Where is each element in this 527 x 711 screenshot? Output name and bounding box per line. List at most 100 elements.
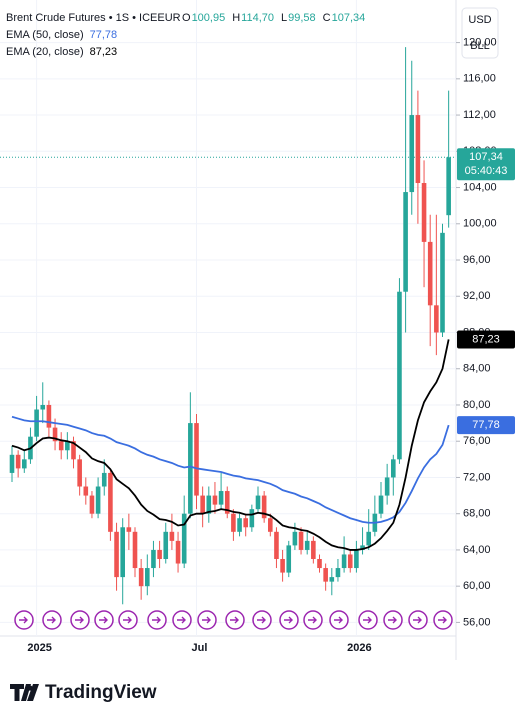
ohlc-key: O (182, 12, 191, 24)
event-icon-arrow (75, 616, 84, 624)
ohlc-value: 107,34 (332, 12, 366, 24)
event-icon-arrow (388, 616, 397, 624)
candle-body (360, 545, 365, 550)
event-icon-arrow (123, 616, 132, 624)
y-tick-label: 64,00 (463, 544, 491, 556)
candles (9, 47, 451, 605)
candle-body (341, 554, 347, 569)
event-icon-arrow (363, 616, 372, 624)
candle-body (409, 115, 415, 193)
candle-body (200, 495, 205, 514)
candle-body (292, 531, 298, 546)
y-tick-label: 100,00 (463, 218, 497, 230)
unit-box[interactable] (461, 7, 499, 59)
chart-title: Brent Crude Futures • 1S • ICEEUR (6, 12, 181, 24)
candle-body (261, 495, 267, 519)
ohlc-value: 100,95 (192, 12, 226, 24)
event-icon-arrow (152, 616, 161, 624)
candle-body (145, 568, 150, 587)
candle-body (77, 459, 82, 487)
ohlc-key: C (323, 12, 331, 24)
candle-body (384, 477, 390, 496)
candle-body (347, 554, 353, 569)
event-icon-arrow (202, 616, 211, 624)
candle-body (163, 531, 169, 559)
y-tick-label: 116,00 (463, 73, 496, 85)
candle-body (366, 531, 371, 546)
ema-line (11, 339, 450, 551)
ema-price-tag-box (457, 330, 515, 349)
candle-body (329, 577, 335, 582)
candle-body (138, 568, 144, 587)
ohlc-value: 114,70 (241, 12, 274, 24)
candle-body (311, 540, 316, 559)
candle-body (421, 183, 427, 242)
candle-body (126, 527, 132, 532)
x-tick-label: 2025 (27, 642, 51, 654)
candle-body (169, 531, 175, 541)
candle-body (206, 495, 212, 514)
event-icon-arrow (99, 616, 108, 624)
x-tick-label: Jul (192, 642, 208, 654)
y-tick-label: 80,00 (463, 399, 491, 411)
last-price-label: 107,34 (469, 151, 503, 163)
candle-body (65, 441, 70, 451)
candle-body (175, 540, 181, 564)
candle-body (231, 513, 236, 532)
candle-body (194, 423, 199, 496)
event-icon-arrow (19, 616, 28, 624)
event-icon-arrow (230, 616, 239, 624)
event-icon-arrow (334, 616, 343, 624)
candle-body (218, 491, 224, 505)
candle-body (440, 232, 445, 333)
ohlc-key: L (281, 12, 287, 24)
x-tick-label: 2026 (347, 642, 371, 654)
candle-body (101, 472, 107, 487)
candle-body (397, 291, 402, 460)
candle-body (249, 509, 255, 528)
candle-body (274, 531, 279, 559)
unit[interactable]: BLL (470, 40, 490, 52)
candle-body (427, 241, 433, 306)
event-icon-arrow (284, 616, 293, 624)
candle-body (89, 495, 95, 514)
candle-body (58, 441, 64, 451)
logo-text: TradingView (45, 682, 157, 703)
ema-price-tag: 87,23 (472, 333, 500, 345)
candle-body (83, 486, 89, 496)
event-icon-arrow (438, 616, 447, 624)
y-tick-label: 84,00 (463, 363, 491, 375)
candle-body (108, 472, 113, 532)
y-tick-label: 104,00 (463, 181, 497, 193)
event-icon-arrow (257, 616, 266, 624)
y-tick-label: 112,00 (463, 109, 496, 121)
candle-body (378, 495, 384, 514)
candle-body (151, 549, 156, 569)
logo-icon (10, 684, 31, 701)
candle-body (280, 558, 285, 573)
logo-icon-part (27, 684, 39, 701)
candle-body (22, 459, 27, 469)
candle-body (9, 454, 15, 473)
last-price-box (457, 148, 515, 181)
currency[interactable]: USD (468, 14, 491, 26)
candle-body (354, 549, 359, 569)
y-tick-label: 96,00 (463, 254, 491, 266)
candle-body (46, 404, 52, 428)
countdown: 05:40:43 (465, 165, 508, 177)
event-icon-arrow (308, 616, 317, 624)
logo[interactable]: TradingView (10, 682, 157, 703)
y-tick-label: 68,00 (463, 508, 491, 520)
candle-body (268, 518, 273, 532)
candle-body (114, 531, 119, 578)
candle-body (446, 157, 451, 216)
candle-body (255, 495, 261, 510)
candle-body (40, 404, 46, 410)
y-tick-label: 92,00 (463, 290, 491, 302)
candle-body (298, 531, 304, 550)
candle-body (415, 115, 421, 184)
candle-body (243, 518, 248, 528)
